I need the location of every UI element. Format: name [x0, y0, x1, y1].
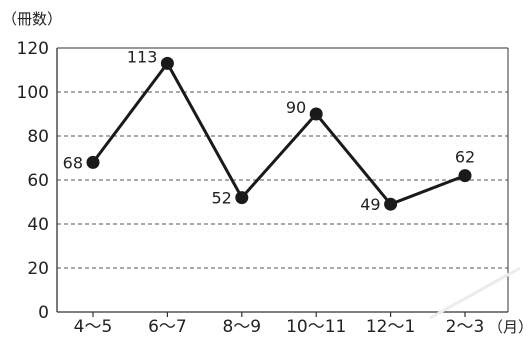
y-tick-label-80: 80: [27, 127, 49, 147]
x-tick-labels: 4〜5 6〜7 8〜9 10〜11 12〜1 2〜3: [74, 317, 485, 337]
data-point-2: [235, 191, 249, 205]
data-label-0: 68: [63, 153, 83, 172]
y-axis-unit-label: （冊数）: [2, 10, 62, 28]
grid-lines: [57, 91, 508, 269]
data-label-1: 113: [127, 47, 158, 66]
x-axis-unit-label: （月）: [488, 318, 532, 336]
x-tick-label-5: 2〜3: [446, 317, 485, 337]
y-tick-label-60: 60: [27, 171, 49, 191]
data-point-1: [160, 56, 174, 70]
y-tick-label-0: 0: [38, 303, 49, 323]
y-tick-label-20: 20: [27, 259, 49, 279]
data-point-5: [458, 169, 472, 183]
data-points: [86, 56, 472, 211]
watermark-stroke: [429, 266, 521, 320]
data-point-4: [384, 197, 398, 211]
data-point-3: [309, 107, 323, 121]
axes: [56, 47, 509, 317]
data-label-2: 52: [211, 189, 231, 208]
y-tick-label-100: 100: [17, 83, 49, 103]
y-tick-label-120: 120: [17, 39, 49, 59]
x-tick-label-0: 4〜5: [74, 317, 113, 337]
x-tick-label-2: 8〜9: [222, 317, 261, 337]
x-tick-label-3: 10〜11: [286, 317, 346, 337]
data-label-5: 62: [455, 148, 475, 167]
y-tick-labels: 0 20 40 60 80 100 120: [17, 39, 49, 323]
series-line: [91, 61, 466, 206]
x-tick-label-4: 12〜1: [366, 317, 415, 337]
data-labels: 68 113 52 90 49 62: [63, 47, 476, 214]
series-polyline: [91, 61, 466, 206]
data-label-3: 90: [286, 98, 306, 117]
x-tick-label-1: 6〜7: [148, 317, 187, 337]
data-label-4: 49: [360, 195, 380, 214]
data-point-0: [86, 155, 100, 169]
y-tick-label-40: 40: [27, 215, 49, 235]
